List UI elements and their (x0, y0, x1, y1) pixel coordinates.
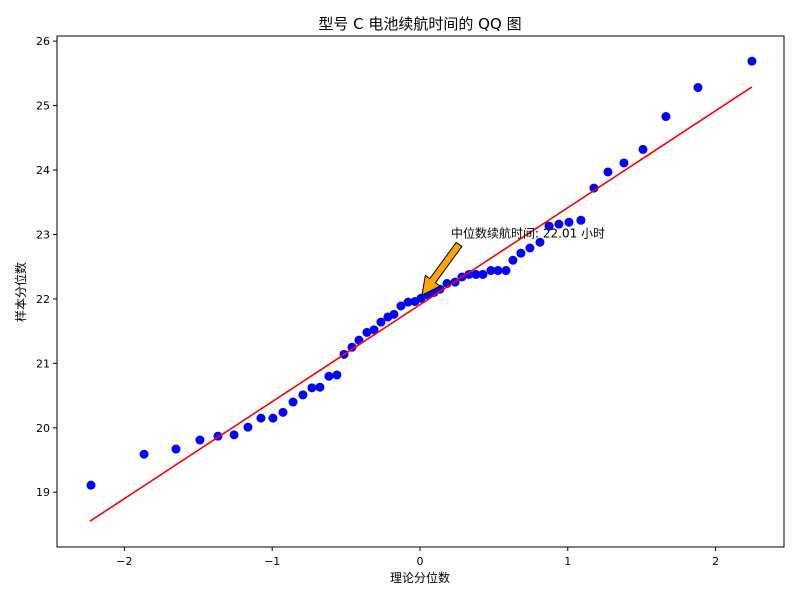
data-point (576, 215, 586, 225)
data-point (525, 243, 535, 253)
y-tick-label: 23 (36, 228, 50, 241)
y-tick-label: 20 (36, 422, 50, 435)
data-point (661, 112, 671, 122)
x-tick-label: 1 (564, 555, 571, 568)
data-point (171, 444, 181, 454)
reference-line (89, 86, 753, 522)
data-point (564, 217, 574, 227)
data-point (362, 327, 372, 337)
data-point (501, 266, 511, 276)
data-point (315, 382, 325, 392)
annotation-arrow (421, 241, 463, 297)
data-point (298, 390, 308, 400)
data-point (589, 183, 599, 193)
x-axis-label: 理论分位数 (390, 570, 450, 585)
data-point (347, 342, 357, 352)
data-point (139, 449, 149, 459)
data-point (747, 56, 757, 66)
data-point (389, 309, 399, 319)
x-axis: −2 −1 0 1 2 (116, 547, 719, 568)
plot-area (56, 35, 785, 548)
data-point (603, 167, 613, 177)
sample-points (86, 56, 757, 490)
y-axis: 19 20 21 22 23 24 25 26 (36, 35, 57, 499)
data-point (369, 325, 379, 335)
annotation-label: 中位数续航时间: 22.01 小时 (451, 225, 605, 240)
x-tick-label: −1 (264, 555, 280, 568)
chart-title: 型号 C 电池续航时间的 QQ 图 (318, 15, 521, 33)
data-point (508, 255, 518, 265)
data-point (516, 248, 526, 258)
data-point (195, 435, 205, 445)
y-tick-label: 19 (36, 486, 50, 499)
data-point (256, 413, 266, 423)
data-point (544, 221, 554, 231)
y-tick-label: 26 (36, 35, 50, 48)
data-point (486, 266, 496, 276)
data-point (478, 269, 488, 279)
y-axis-label: 样本分位数 (13, 262, 28, 322)
data-point (307, 383, 317, 393)
data-point (493, 266, 503, 276)
data-point (268, 413, 278, 423)
data-point (86, 480, 96, 490)
data-point (396, 301, 406, 311)
x-tick-label: 0 (416, 555, 423, 568)
y-tick-label: 21 (36, 357, 50, 370)
x-tick-label: −2 (116, 555, 132, 568)
data-point (324, 371, 334, 381)
data-point (464, 269, 474, 279)
data-point (332, 370, 342, 380)
y-tick-label: 24 (36, 164, 50, 177)
data-point (403, 297, 413, 307)
data-point (471, 269, 481, 279)
data-point (243, 422, 253, 432)
data-point (416, 293, 426, 303)
data-point (278, 407, 288, 417)
data-point (619, 158, 629, 168)
data-point (535, 237, 545, 247)
data-point (693, 83, 703, 93)
data-point (229, 430, 239, 440)
y-tick-label: 25 (36, 100, 50, 113)
y-tick-label: 22 (36, 293, 50, 306)
x-tick-label: 2 (712, 555, 719, 568)
data-point (376, 317, 386, 327)
data-point (638, 144, 648, 154)
data-point (288, 397, 298, 407)
data-point (554, 219, 564, 229)
